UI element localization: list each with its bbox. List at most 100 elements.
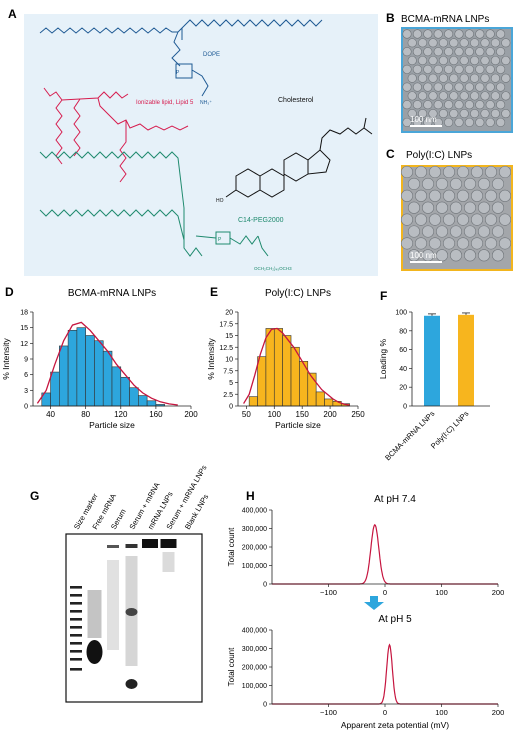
nanoparticle (496, 47, 506, 57)
nanoparticle (459, 73, 469, 83)
nanoparticle (464, 47, 474, 57)
cholesterol-ho-label: HO (216, 198, 224, 204)
nanoparticle (400, 165, 414, 179)
histogram-bar (76, 327, 86, 407)
nanoparticle (470, 189, 484, 202)
y-tick-label: 80 (399, 328, 407, 335)
nanoparticle (464, 82, 474, 92)
nanoparticle (490, 55, 500, 66)
ladder-band (70, 610, 82, 613)
nanoparticle (496, 100, 506, 110)
ionizable-lipid-structure (43, 87, 189, 183)
nanoparticle (491, 225, 505, 238)
nanoparticle (464, 117, 474, 127)
nanoparticle (496, 29, 506, 39)
nanoparticle (407, 225, 421, 238)
nanoparticle (501, 91, 511, 101)
nanoparticle (438, 73, 448, 83)
nanoparticle (449, 225, 463, 238)
zeta-curve (272, 523, 498, 585)
x-tick-label: 40 (46, 410, 55, 419)
gel-smear (107, 560, 119, 650)
ladder-band (70, 626, 82, 629)
nanoparticle (496, 82, 506, 92)
nanoparticle (428, 189, 442, 202)
panel-b-title: BCMA-mRNA LNPs (401, 14, 489, 25)
nanoparticle (400, 237, 414, 250)
cholesterol-structure (225, 117, 373, 198)
ladder-band (70, 602, 82, 605)
nanoparticle (412, 82, 422, 92)
nanoparticle (407, 108, 417, 119)
x-axis-label: Particle size (89, 420, 135, 430)
y-tick-label: 18 (20, 310, 28, 317)
nanoparticle (490, 91, 500, 101)
nanoparticle (470, 165, 484, 179)
y-tick-label: 300,000 (242, 646, 267, 653)
nanoparticle (496, 117, 506, 127)
nanoparticle (463, 177, 477, 190)
y-tick-label: 400,000 (242, 628, 267, 635)
nanoparticle (402, 82, 412, 92)
nanoparticle (490, 38, 500, 48)
nanoparticle (463, 225, 477, 238)
y-tick-label: 15 (20, 325, 28, 332)
nanoparticle (414, 237, 428, 250)
nanoparticle (402, 47, 412, 57)
nanoparticle (485, 117, 495, 127)
nanoparticle (491, 201, 505, 214)
nanoparticle (480, 38, 490, 48)
dope-structure (39, 19, 323, 97)
nanoparticle (475, 47, 485, 57)
loading-bar (458, 314, 474, 406)
nanoparticle (470, 38, 480, 48)
nanoparticle (459, 91, 469, 101)
nanoparticle (490, 108, 500, 119)
nanoparticle (433, 82, 443, 92)
panel-g-letter: G (30, 489, 39, 503)
nanoparticle (501, 55, 511, 66)
tem-particles-bcma (402, 29, 511, 127)
gel-band (125, 544, 138, 548)
nanoparticle (475, 29, 485, 39)
panel-b: B BCMA-mRNA LNPs 100 nm (386, 11, 513, 133)
nanoparticle (421, 201, 435, 214)
well-band (142, 539, 158, 548)
histogram-bar (324, 398, 334, 407)
histogram-bar (67, 329, 78, 407)
nanoparticle (470, 108, 480, 119)
nanoparticle (470, 213, 484, 226)
x-tick-label: 100 (268, 410, 282, 419)
nanoparticle (475, 82, 485, 92)
nanoparticle (454, 100, 464, 110)
nanoparticle (402, 64, 412, 74)
y-tick-label: 0 (263, 582, 267, 589)
nanoparticle (428, 55, 438, 66)
nanoparticle (418, 55, 428, 66)
nanoparticle (464, 64, 474, 74)
tem-particles-polyic (400, 165, 512, 262)
nanoparticle (449, 73, 459, 83)
y-tick-label: 40 (399, 366, 407, 373)
nanoparticle (485, 47, 495, 57)
nanoparticle (498, 237, 512, 250)
nanoparticle (477, 201, 491, 214)
y-tick-label: 0 (403, 404, 407, 411)
x-tick-label: 150 (296, 410, 310, 419)
nanoparticle (435, 177, 449, 190)
histogram-bar (146, 400, 157, 407)
peg-phosphorus-label: P (218, 237, 222, 243)
x-axis-label: Particle size (275, 420, 321, 430)
nanoparticle (501, 38, 511, 48)
nanoparticle (449, 177, 463, 190)
nanoparticle (496, 64, 506, 74)
x-tick-label: 200 (323, 410, 337, 419)
ladder-band (70, 642, 82, 645)
ladder-band (70, 634, 82, 637)
peg-label: C14-PEG2000 (238, 217, 284, 224)
nanoparticle (407, 91, 417, 101)
gel-band (107, 545, 119, 548)
nanoparticle (407, 55, 417, 66)
nanoparticle (423, 100, 433, 110)
histogram-bar (129, 387, 139, 407)
